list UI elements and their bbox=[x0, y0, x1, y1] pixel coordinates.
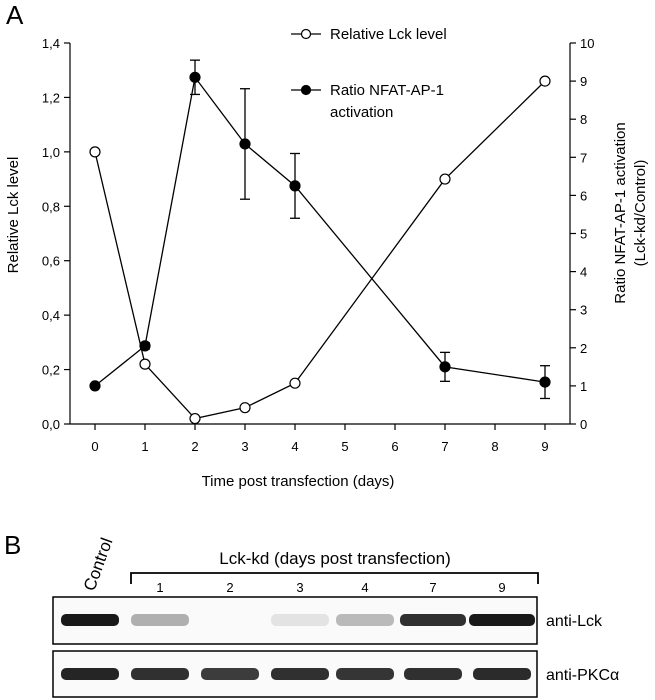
y-left-tick-label: 0,0 bbox=[42, 417, 60, 432]
x-tick-label: 7 bbox=[441, 439, 448, 454]
y-right-tick-label: 4 bbox=[580, 265, 587, 280]
blot-band bbox=[61, 668, 119, 680]
blot-row-label-lck: anti-Lck bbox=[546, 613, 603, 630]
y-left-tick-label: 0,4 bbox=[42, 308, 60, 323]
blot-row-label-pkc: anti-PKCα bbox=[546, 667, 619, 684]
y-left-tick-label: 1,2 bbox=[42, 90, 60, 105]
x-tick-label: 5 bbox=[341, 439, 348, 454]
data-point-lck bbox=[289, 377, 301, 389]
x-tick-label: 2 bbox=[191, 439, 198, 454]
legend-label-lck: Relative Lck level bbox=[330, 26, 447, 43]
x-tick-label: 9 bbox=[541, 439, 548, 454]
x-tick-label: 6 bbox=[391, 439, 398, 454]
y-left-tick-label: 1,0 bbox=[42, 145, 60, 160]
data-point-lck bbox=[539, 75, 551, 87]
y-right-tick-label: 9 bbox=[580, 74, 587, 89]
legend-label-nfat-line1: Ratio NFAT-AP-1 bbox=[330, 82, 444, 99]
blot-band bbox=[336, 614, 394, 626]
legend-marker-nfat bbox=[300, 84, 312, 96]
lane-label: 2 bbox=[226, 580, 233, 595]
y-right-axis-label-line1: Ratio NFAT-AP-1 activation bbox=[612, 122, 629, 303]
data-point-lck bbox=[139, 358, 151, 370]
blot-band bbox=[469, 614, 535, 626]
line-chart: 0,0 0,2 0,4 0,6 0,8 1,0 1,2 1,4 0 1 2 3 4 5 6 7 8 9 10 0 1… bbox=[5, 26, 649, 490]
x-tick-label: 8 bbox=[491, 439, 498, 454]
y-left-tick-label: 1,4 bbox=[42, 36, 60, 51]
y-left-axis-label: Relative Lck level bbox=[5, 157, 22, 274]
data-point-nfat bbox=[539, 376, 551, 388]
data-point-lck bbox=[89, 146, 101, 158]
legend: Relative Lck level Ratio NFAT-AP-1 activ… bbox=[291, 26, 447, 121]
y-left-tick-label: 0,6 bbox=[42, 254, 60, 269]
blot-band bbox=[61, 614, 119, 626]
data-point-lck bbox=[239, 402, 251, 414]
blot-band bbox=[271, 668, 329, 680]
blot-band bbox=[473, 668, 531, 680]
y-right-tick-label: 6 bbox=[580, 188, 587, 203]
y-right-tick-label: 1 bbox=[580, 379, 587, 394]
lane-label: 1 bbox=[156, 580, 163, 595]
data-point-nfat bbox=[139, 340, 151, 352]
y-right-tick-label: 2 bbox=[580, 341, 587, 356]
x-tick-label: 1 bbox=[141, 439, 148, 454]
data-point-lck bbox=[439, 173, 451, 185]
blot-band bbox=[201, 668, 259, 680]
lane-label: 3 bbox=[296, 580, 303, 595]
y-left-tick-label: 0,8 bbox=[42, 199, 60, 214]
blot-control-header: Control bbox=[80, 535, 117, 593]
blot-band bbox=[271, 614, 329, 626]
y-right-tick-label: 8 bbox=[580, 112, 587, 127]
blot-group-header: Lck-kd (days post transfection) bbox=[219, 549, 450, 568]
blot-band bbox=[336, 668, 394, 680]
y-right-axis-label-line2: (Lck-kd/Control) bbox=[632, 160, 649, 267]
x-tick-label: 0 bbox=[91, 439, 98, 454]
blot-band bbox=[131, 668, 189, 680]
legend-marker-lck bbox=[300, 28, 312, 40]
panel-a-label: A bbox=[6, 0, 24, 30]
data-point-nfat bbox=[89, 380, 101, 392]
data-point-nfat bbox=[189, 71, 201, 83]
y-right-tick-label: 5 bbox=[580, 227, 587, 242]
blot-group-bracket bbox=[130, 572, 539, 584]
legend-label-nfat-line2: activation bbox=[330, 104, 393, 121]
blot-band bbox=[400, 614, 466, 626]
lane-label: 4 bbox=[361, 580, 368, 595]
blot-band bbox=[404, 668, 462, 680]
y-right-tick-label: 0 bbox=[580, 417, 587, 432]
lane-label: 9 bbox=[498, 580, 505, 595]
data-point-nfat bbox=[439, 361, 451, 373]
western-blot: Control Lck-kd (days post transfection) … bbox=[52, 535, 619, 698]
x-axis-label: Time post transfection (days) bbox=[202, 473, 395, 490]
data-point-lck bbox=[189, 412, 201, 425]
y-right-tick-label: 10 bbox=[580, 36, 594, 51]
series-line-1 bbox=[94, 75, 546, 387]
blot-band bbox=[131, 614, 189, 626]
data-point-nfat bbox=[289, 180, 301, 192]
x-tick-label: 4 bbox=[291, 439, 298, 454]
y-right-tick-label: 7 bbox=[580, 150, 587, 165]
y-right-tick-label: 3 bbox=[580, 303, 587, 318]
data-point-nfat bbox=[239, 138, 251, 150]
x-tick-label: 3 bbox=[241, 439, 248, 454]
y-left-tick-label: 0,2 bbox=[42, 363, 60, 378]
lane-label: 7 bbox=[429, 580, 436, 595]
panel-b-label: B bbox=[4, 530, 21, 560]
